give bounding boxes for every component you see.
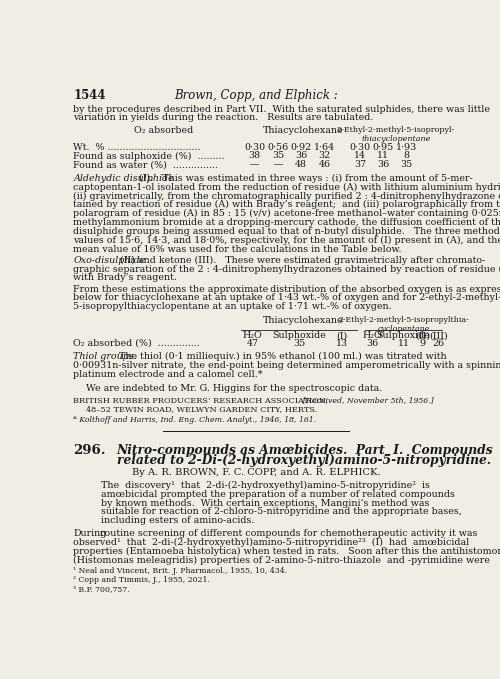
Text: by known methods.  With certain exceptions, Mangini’s method was: by known methods. With certain exception… <box>101 498 430 508</box>
Text: 0·95: 0·95 <box>372 143 394 151</box>
Text: 1544: 1544 <box>74 89 106 102</box>
Text: Thiol groups.: Thiol groups. <box>74 352 137 361</box>
Text: The thiol (0·1 milliequiv.) in 95% ethanol (100 ml.) was titrated with: The thiol (0·1 milliequiv.) in 95% ethan… <box>112 352 446 361</box>
Text: Oxo-disulphide: Oxo-disulphide <box>74 256 146 265</box>
Text: O₂ absorbed (%)  ..............: O₂ absorbed (%) .............. <box>74 339 200 348</box>
Text: 46: 46 <box>318 160 330 169</box>
Text: 9: 9 <box>420 339 426 348</box>
Text: 0·56: 0·56 <box>268 143 288 151</box>
Text: Thiacyclohexane: Thiacyclohexane <box>262 316 343 325</box>
Text: Sulphoxide: Sulphoxide <box>272 331 326 340</box>
Text: Sulphoxide: Sulphoxide <box>376 331 430 340</box>
Text: O₂ absorbed: O₂ absorbed <box>134 126 193 135</box>
Text: values of 15·6, 14·3, and 18·0%, respectively, for the amount of (I) present in : values of 15·6, 14·3, and 18·0%, respect… <box>74 236 500 245</box>
Text: suitable for reaction of 2-chloro-5-nitropyridine and the appropriate bases,: suitable for reaction of 2-chloro-5-nitr… <box>101 507 462 517</box>
Text: 2-Ethyl-2-methyl-5-isopropyl-: 2-Ethyl-2-methyl-5-isopropyl- <box>336 126 455 134</box>
Text: 1·64: 1·64 <box>314 143 335 151</box>
Text: 35: 35 <box>293 339 305 348</box>
Text: —: — <box>250 160 260 169</box>
Text: (II) and ketone (III).   These were estimated gravimetrically after chromato-: (II) and ketone (III). These were estima… <box>118 256 486 265</box>
Text: 0·92: 0·92 <box>290 143 312 151</box>
Text: observed¹  that  2-di-(2-hydroxyethyl)amino-5-nitropyridine²³  (I)  had  amœbici: observed¹ that 2-di-(2-hydroxyethyl)amin… <box>74 538 469 547</box>
Text: cyclopentane: cyclopentane <box>378 325 430 333</box>
Text: with Brady’s reagent.: with Brady’s reagent. <box>74 274 177 282</box>
Text: During: During <box>74 529 106 538</box>
Text: 38: 38 <box>248 151 261 160</box>
Text: 36: 36 <box>295 151 308 160</box>
Text: BRITISH RUBBER PRODUCERS’ RESEARCH ASSOCIATION,: BRITISH RUBBER PRODUCERS’ RESEARCH ASSOC… <box>74 396 328 404</box>
Text: 35: 35 <box>272 151 284 160</box>
Text: 47: 47 <box>246 339 258 348</box>
Text: 8: 8 <box>404 151 409 160</box>
Text: ³ B.P. 700,757.: ³ B.P. 700,757. <box>74 585 130 593</box>
Text: The  discovery¹  that  2-di-(2-hydroxyethyl)amino-5-nitropyridine²  is: The discovery¹ that 2-di-(2-hydroxyethyl… <box>101 481 430 490</box>
Text: by the procedures described in Part VII.  With the saturated sulphides, there wa: by the procedures described in Part VII.… <box>74 105 490 113</box>
Text: 2-Ethyl-2-methyl-5-isopropylthia-: 2-Ethyl-2-methyl-5-isopropylthia- <box>338 316 469 324</box>
Text: Found as sulphoxide (%)  .........: Found as sulphoxide (%) ......... <box>74 151 225 160</box>
Text: 37: 37 <box>354 160 366 169</box>
Text: related to 2-Di-(2-hydroxyethyl)amino-5-nitropyridine.: related to 2-Di-(2-hydroxyethyl)amino-5-… <box>117 454 491 467</box>
Text: 0·00931n-silver nitrate, the end-point being determined amperometrically with a : 0·00931n-silver nitrate, the end-point b… <box>74 361 500 370</box>
Text: properties (Entamoeba histolytica) when tested in rats.   Soon after this the an: properties (Entamoeba histolytica) when … <box>74 547 500 556</box>
Text: (I): (I) <box>336 331 347 340</box>
Text: (ii) gravimetrically, from the chromatographically purified 2 : 4-dinitrophenylh: (ii) gravimetrically, from the chromatog… <box>74 191 500 200</box>
Text: routine screening of different compounds for chemotherapeutic activity it was: routine screening of different compounds… <box>97 529 477 538</box>
Text: H₂O: H₂O <box>362 331 382 340</box>
Text: methylammonium bromide at a dropping-mercury cathode, the diffusion coefficient : methylammonium bromide at a dropping-mer… <box>74 218 500 227</box>
Text: By A. R. BROWN, F. C. COPP, and A. R. ELPHICK.: By A. R. BROWN, F. C. COPP, and A. R. EL… <box>132 468 380 477</box>
Text: platinum electrode and a calomel cell.*: platinum electrode and a calomel cell.* <box>74 370 263 379</box>
Text: Thiacyclohexane: Thiacyclohexane <box>262 126 343 135</box>
Text: H₂O: H₂O <box>242 331 262 340</box>
Text: (Histomonas meleagridis) properties of 2-amino-5-nitro-thiazole  and -pyrimidine: (Histomonas meleagridis) properties of 2… <box>74 555 490 565</box>
Text: [Received, November 5th, 1956.]: [Received, November 5th, 1956.] <box>303 396 434 404</box>
Text: 1·93: 1·93 <box>396 143 417 151</box>
Text: 48: 48 <box>295 160 307 169</box>
Text: 36: 36 <box>377 160 390 169</box>
Text: 11: 11 <box>398 339 409 348</box>
Text: 48–52 TEWIN ROAD, WELWYN GARDEN CITY, HERTS.: 48–52 TEWIN ROAD, WELWYN GARDEN CITY, HE… <box>86 405 317 413</box>
Text: polarogram of residue (A) in 85 : 15 (v/v) acetone-free methanol–water containin: polarogram of residue (A) in 85 : 15 (v/… <box>74 209 500 218</box>
Text: 5-isopropylthiacyclopentane at an uptake of 1·71 wt.-% of oxygen.: 5-isopropylthiacyclopentane at an uptake… <box>74 302 392 311</box>
Text: Nitro-compounds as Amœbicides.  Part  I.  Compounds: Nitro-compounds as Amœbicides. Part I. C… <box>117 443 494 456</box>
Text: ² Copp and Timmis, J., 1955, 2021.: ² Copp and Timmis, J., 1955, 2021. <box>74 576 210 585</box>
Text: 0·30: 0·30 <box>244 143 266 151</box>
Text: (III): (III) <box>429 331 448 340</box>
Text: 32: 32 <box>318 151 330 160</box>
Text: —: — <box>273 160 282 169</box>
Text: 0·30: 0·30 <box>350 143 370 151</box>
Text: Wt.  % ...............................: Wt. % ............................... <box>74 143 201 151</box>
Text: amœbicidal prompted the preparation of a number of related compounds: amœbicidal prompted the preparation of a… <box>101 490 455 498</box>
Text: Brown, Copp, and Elphick :: Brown, Copp, and Elphick : <box>174 89 338 102</box>
Text: thiacyclopentane: thiacyclopentane <box>361 135 430 143</box>
Text: Aldehydic disulphide: Aldehydic disulphide <box>74 174 174 183</box>
Text: captopentan-1-ol isolated from the reduction of residue (A) with lithium alumini: captopentan-1-ol isolated from the reduc… <box>74 183 500 191</box>
Text: mean value of 16% was used for the calculations in the Table below.: mean value of 16% was used for the calcu… <box>74 244 402 253</box>
Text: tained by reaction of residue (A) with Brady’s reagent;  and (iii) polarographic: tained by reaction of residue (A) with B… <box>74 200 500 209</box>
Text: 11: 11 <box>378 151 390 160</box>
Text: ¹ Neal and Vincent, Brit. J. Pharmacol., 1955, 10, 434.: ¹ Neal and Vincent, Brit. J. Pharmacol.,… <box>74 568 288 576</box>
Text: 35: 35 <box>400 160 412 169</box>
Text: Found as water (%)  ...............: Found as water (%) ............... <box>74 160 218 169</box>
Text: variation in yields during the reaction.   Results are tabulated.: variation in yields during the reaction.… <box>74 113 374 122</box>
Text: (I).   This was estimated in three ways : (i) from the amount of 5-mer-: (I). This was estimated in three ways : … <box>136 174 473 183</box>
Text: 36: 36 <box>366 339 378 348</box>
Text: 26: 26 <box>432 339 444 348</box>
Text: including esters of amino-acids.: including esters of amino-acids. <box>101 516 254 526</box>
Text: below for thiacyclohexane at an uptake of 1·43 wt.-% of oxygen and for 2-ethyl-2: below for thiacyclohexane at an uptake o… <box>74 293 500 302</box>
Text: * Kolthoff and Harris, Ind. Eng. Chem. Analyt., 1946, 18, 161.: * Kolthoff and Harris, Ind. Eng. Chem. A… <box>74 416 316 424</box>
Text: (II): (II) <box>416 331 430 340</box>
Text: From these estimations the approximate distribution of the absorbed oxygen is as: From these estimations the approximate d… <box>74 285 500 293</box>
Text: We are indebted to Mr. G. Higgins for the spectroscopic data.: We are indebted to Mr. G. Higgins for th… <box>86 384 382 393</box>
Text: 13: 13 <box>336 339 347 348</box>
Text: graphic separation of the 2 : 4-dinitrophenylhydrazones obtained by reaction of : graphic separation of the 2 : 4-dinitrop… <box>74 265 500 274</box>
Text: 296.: 296. <box>74 443 106 456</box>
Text: disulphide groups being assumed equal to that of n-butyl disulphide.   The three: disulphide groups being assumed equal to… <box>74 227 500 236</box>
Text: 14: 14 <box>354 151 366 160</box>
